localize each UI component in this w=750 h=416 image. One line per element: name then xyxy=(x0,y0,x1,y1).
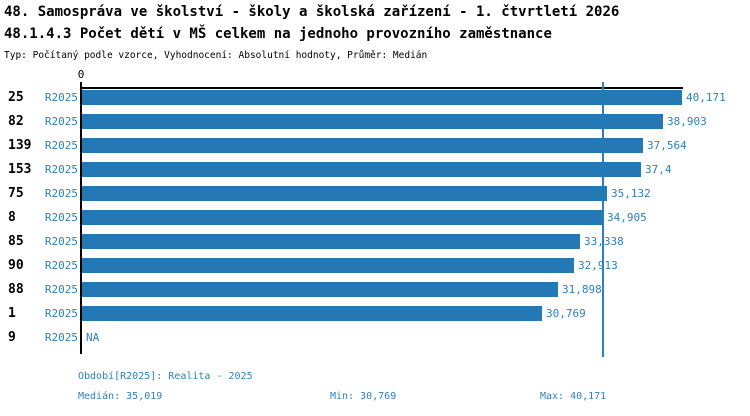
row-period-label: R2025 xyxy=(44,331,78,344)
report-title-line1: 48. Samospráva ve školství - školy a ško… xyxy=(4,4,620,20)
row-period-label: R2025 xyxy=(44,307,78,320)
row-period-label: R2025 xyxy=(44,91,78,104)
bar-value-label: 35,132 xyxy=(611,187,651,200)
bar xyxy=(82,90,682,105)
row-period-label: R2025 xyxy=(44,211,78,224)
bar-value-label: 32,913 xyxy=(578,259,618,272)
row-period-label: R2025 xyxy=(44,259,78,272)
bar xyxy=(82,138,643,153)
row-period-label: R2025 xyxy=(44,115,78,128)
row-code-label: 9 xyxy=(8,330,16,345)
row-code-label: 25 xyxy=(8,90,24,105)
bar xyxy=(82,162,641,177)
row-code-label: 1 xyxy=(8,306,16,321)
row-code-label: 82 xyxy=(8,114,24,129)
report-subtitle: Typ: Počítaný podle vzorce, Vyhodnocení:… xyxy=(4,50,428,61)
bar xyxy=(82,234,580,249)
row-period-label: R2025 xyxy=(44,283,78,296)
bar-value-label: 37,564 xyxy=(647,139,687,152)
report-title-line2: 48.1.4.3 Počet dětí v MŠ celkem na jedno… xyxy=(4,26,552,42)
row-period-label: R2025 xyxy=(44,235,78,248)
footer-min-stat: Min: 30,769 xyxy=(330,391,397,402)
bar xyxy=(82,114,663,129)
bar-value-label: 33,338 xyxy=(584,235,624,248)
bar xyxy=(82,210,603,225)
x-axis-line xyxy=(80,87,683,89)
row-code-label: 75 xyxy=(8,186,24,201)
row-code-label: 139 xyxy=(8,138,32,153)
median-reference-line xyxy=(602,82,604,357)
bar xyxy=(82,186,607,201)
x-axis-zero-tick-label: 0 xyxy=(77,68,85,81)
bar-value-label: 40,171 xyxy=(686,91,726,104)
row-code-label: 8 xyxy=(8,210,16,225)
footer-max-stat: Max: 40,171 xyxy=(540,391,607,402)
row-code-label: 85 xyxy=(8,234,24,249)
row-code-label: 90 xyxy=(8,258,24,273)
bar xyxy=(82,258,574,273)
bar-value-label: 34,905 xyxy=(607,211,647,224)
bar-value-label: 38,903 xyxy=(667,115,707,128)
bar-value-label: 37,4 xyxy=(645,163,672,176)
bar-value-label: 30,769 xyxy=(546,307,586,320)
footer-period-legend: Období[R2025]: Realita - 2025 xyxy=(78,371,253,382)
bar-value-label: 31,898 xyxy=(562,283,602,296)
row-period-label: R2025 xyxy=(44,187,78,200)
na-label: NA xyxy=(86,331,100,344)
bar xyxy=(82,282,558,297)
row-code-label: 153 xyxy=(8,162,32,177)
y-axis-line xyxy=(80,82,82,354)
row-period-label: R2025 xyxy=(44,163,78,176)
bar xyxy=(82,306,542,321)
footer-median-stat: Medián: 35,019 xyxy=(78,391,163,402)
row-code-label: 88 xyxy=(8,282,24,297)
row-period-label: R2025 xyxy=(44,139,78,152)
